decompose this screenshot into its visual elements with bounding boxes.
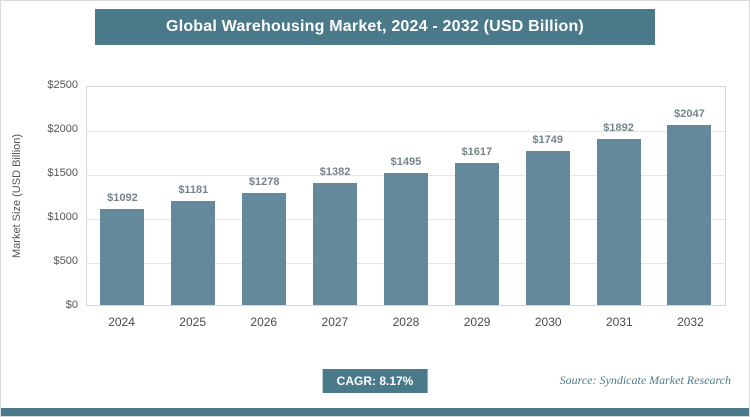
- bar: [383, 173, 428, 305]
- x-tick-label: 2026: [250, 315, 278, 329]
- gridline: [87, 131, 725, 132]
- bar-column: $1181: [171, 184, 216, 305]
- y-tick-label: $0: [65, 299, 78, 311]
- x-tick-label: 2031: [605, 315, 633, 329]
- cagr-badge: CAGR: 8.17%: [322, 369, 428, 393]
- bottom-accent-strip: [1, 408, 749, 416]
- bar-value-label: $1892: [603, 121, 634, 134]
- bar: [525, 151, 570, 305]
- bar-column: $1892: [596, 121, 641, 305]
- y-axis-title: Market Size (USD Billion): [11, 133, 23, 259]
- bar: [596, 138, 641, 305]
- bar: [313, 183, 358, 305]
- bar-column: $1617: [454, 145, 499, 305]
- bar-value-label: $1092: [107, 191, 138, 204]
- bar-value-label: $1495: [390, 156, 422, 169]
- y-tick-label: $2000: [47, 123, 78, 135]
- bar-column: $2047: [667, 107, 712, 305]
- y-tick-label: $1000: [47, 211, 78, 223]
- bars-container: $1092 $1181 $1278 $1382 $1495 $1617 $1749 $1892…: [87, 87, 725, 305]
- chart-title: Global Warehousing Market, 2024 - 2032 (…: [95, 9, 655, 45]
- bar-column: $1749: [525, 134, 570, 305]
- bar: [100, 208, 145, 305]
- x-tick-label: 2028: [392, 315, 420, 329]
- x-tick-label: 2024: [108, 315, 135, 329]
- bar-column: $1278: [242, 175, 287, 305]
- bar-column: $1092: [100, 191, 145, 305]
- x-tick-label: 2030: [534, 315, 562, 329]
- source-credit: Source: Syndicate Market Research: [559, 373, 731, 387]
- y-tick-label: $1500: [47, 167, 78, 179]
- bar-column: $1382: [313, 166, 358, 305]
- plot-area: $1092 $1181 $1278 $1382 $1495 $1617 $1749 $1892…: [86, 86, 726, 306]
- bar-value-label: $1181: [178, 184, 209, 197]
- x-axis-labels: 2024 2025 2026 2027 2028 2029 2030 2031 2032: [86, 315, 726, 329]
- x-tick-label: 2025: [179, 315, 206, 329]
- bar-value-label: $1617: [461, 145, 493, 158]
- y-tick-label: $2500: [47, 79, 78, 91]
- x-tick-label: 2027: [321, 315, 349, 329]
- bar-value-label: $1749: [532, 134, 563, 147]
- y-tick-label: $500: [53, 255, 78, 267]
- bar: [454, 162, 499, 305]
- bar-column: $1495: [383, 156, 428, 305]
- bar-value-label: $2047: [674, 107, 705, 120]
- bar: [667, 124, 712, 305]
- bar-value-label: $1278: [248, 175, 280, 188]
- x-tick-label: 2029: [463, 315, 491, 329]
- bar: [171, 201, 216, 305]
- plot-wrap: $1092 $1181 $1278 $1382 $1495 $1617 $1749 $1892…: [47, 79, 726, 329]
- bar-value-label: $1382: [319, 166, 351, 179]
- x-tick-label: 2032: [677, 315, 704, 329]
- bar: [242, 192, 287, 305]
